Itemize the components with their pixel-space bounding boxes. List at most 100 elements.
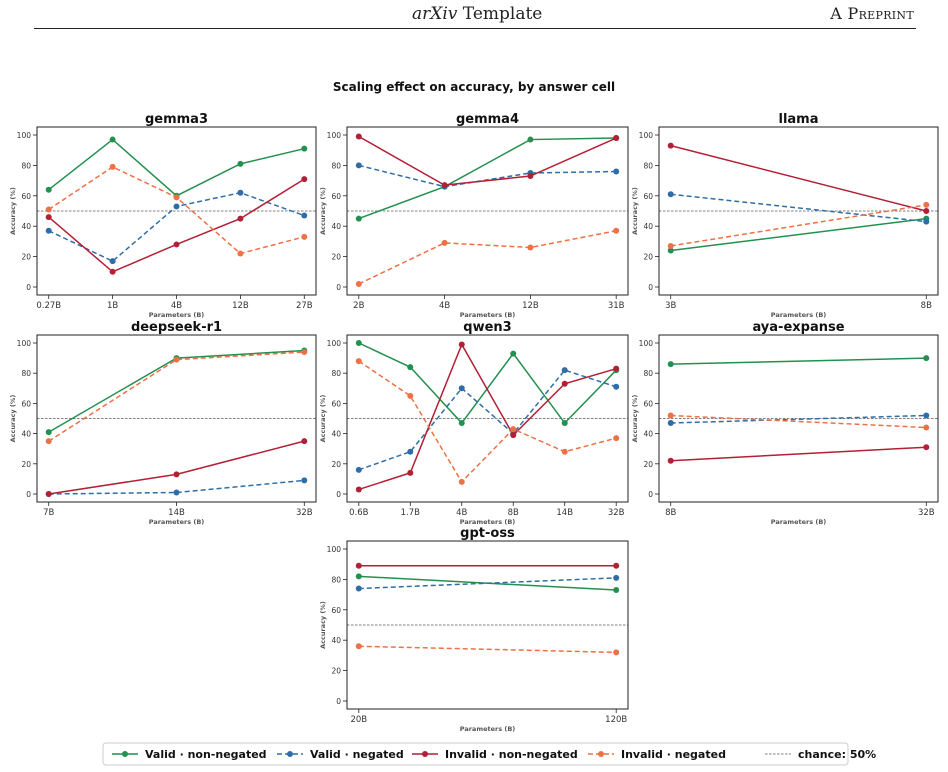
data-point-valid_negated <box>301 212 308 219</box>
data-point-invalid_non_negated <box>355 486 362 493</box>
series-line-valid_negated <box>358 577 617 590</box>
data-point-invalid_negated <box>561 448 568 455</box>
data-point-invalid_non_negated <box>527 173 534 180</box>
y-tick-label: 80 <box>331 161 341 170</box>
x-tick-label: 4B <box>171 301 182 311</box>
y-axis-label: Accuracy (%) <box>319 187 327 235</box>
y-tick-label: 100 <box>327 545 342 554</box>
x-tick-label: 32B <box>918 508 935 518</box>
y-tick-label: 100 <box>17 131 32 140</box>
panel-frame <box>36 334 317 503</box>
data-point-invalid_non_negated <box>173 241 180 248</box>
y-tick-label: 20 <box>643 253 653 262</box>
data-point-invalid_non_negated <box>109 268 116 275</box>
y-tick-label: 60 <box>21 192 31 201</box>
panel-frame <box>346 126 629 296</box>
data-point-invalid_negated <box>45 206 52 213</box>
panel-aya-expanse: aya-expanse 0 20 40 60 80 100 8B 32B Parameters (… <box>631 320 939 526</box>
legend-label-chance: chance: 50% <box>798 748 876 761</box>
y-tick-label: 0 <box>336 283 341 292</box>
y-tick-label: 100 <box>327 131 342 140</box>
panel-frame <box>36 126 317 296</box>
data-point-valid_negated <box>355 466 362 473</box>
x-tick-label: 7B <box>43 508 54 518</box>
x-tick-label: 2B <box>353 301 364 311</box>
data-point-invalid_negated <box>510 426 517 433</box>
panel-title: qwen3 <box>463 320 511 335</box>
data-point-valid_non_negated <box>667 361 674 368</box>
legend-label-invalid_non_negated: Invalid · non-negated <box>445 748 578 761</box>
data-point-invalid_negated <box>923 424 930 431</box>
y-tick-label: 20 <box>331 253 341 262</box>
data-point-invalid_non_negated <box>923 444 930 451</box>
x-tick-label: 120B <box>605 715 627 725</box>
x-axis-label: Parameters (B) <box>460 725 516 733</box>
y-tick-label: 0 <box>336 490 341 499</box>
y-tick-label: 80 <box>331 575 341 584</box>
data-point-invalid_negated <box>355 280 362 287</box>
series-line-invalid_negated <box>358 360 617 484</box>
y-tick-label: 40 <box>331 430 341 439</box>
data-point-invalid_non_negated <box>613 562 620 569</box>
series-line-valid_negated <box>670 414 927 424</box>
y-tick-label: 100 <box>327 339 342 348</box>
data-point-valid_negated <box>173 203 180 210</box>
panel-title: gemma3 <box>145 112 208 127</box>
data-point-invalid_non_negated <box>301 176 308 183</box>
y-tick-label: 40 <box>643 430 653 439</box>
panel-gemma3: gemma3 0 20 40 60 80 100 0.27B 1B 4B 12B 27B Paramet… <box>9 112 317 319</box>
legend-marker-invalid_negated <box>598 751 604 757</box>
legend: Valid · non-negated Valid · negated Invali… <box>102 742 876 766</box>
page-header-left: arXiv Template <box>412 4 542 24</box>
data-point-invalid_non_negated <box>613 365 620 372</box>
data-point-invalid_non_negated <box>667 142 674 149</box>
x-tick-label: 0.27B <box>36 301 61 311</box>
y-axis-label: Accuracy (%) <box>319 601 327 649</box>
x-tick-label: 12B <box>232 301 249 311</box>
data-point-valid_negated <box>109 258 116 265</box>
data-point-valid_negated <box>613 383 620 390</box>
panel-frame <box>658 334 939 503</box>
series-line-valid_non_negated <box>670 357 927 365</box>
data-point-invalid_negated <box>407 392 414 399</box>
data-point-valid_non_negated <box>667 247 674 254</box>
x-tick-label: 14B <box>556 508 573 518</box>
panel-title: llama <box>778 112 818 127</box>
x-tick-label: 32B <box>296 508 313 518</box>
data-point-invalid_negated <box>667 242 674 249</box>
y-tick-label: 0 <box>336 697 341 706</box>
data-point-invalid_negated <box>458 478 465 485</box>
data-point-valid_negated <box>45 227 52 234</box>
x-axis-label: Parameters (B) <box>771 518 827 526</box>
data-point-invalid_negated <box>45 438 52 445</box>
y-axis-label: Accuracy (%) <box>9 395 17 443</box>
y-tick-label: 100 <box>639 131 654 140</box>
data-point-invalid_non_negated <box>441 182 448 189</box>
series-line-valid_non_negated <box>670 217 927 252</box>
data-point-invalid_negated <box>441 239 448 246</box>
data-point-invalid_negated <box>109 163 116 170</box>
data-point-invalid_non_negated <box>173 471 180 478</box>
data-point-invalid_non_negated <box>613 135 620 142</box>
legend-label-valid_negated: Valid · negated <box>310 748 404 761</box>
x-tick-label: 1B <box>107 301 118 311</box>
data-point-invalid_negated <box>613 435 620 442</box>
panel-title: gpt-oss <box>460 526 515 541</box>
x-axis-label: Parameters (B) <box>460 311 516 319</box>
data-point-valid_negated <box>355 585 362 592</box>
y-axis-label: Accuracy (%) <box>319 395 327 443</box>
data-point-invalid_non_negated <box>458 341 465 348</box>
panel-frame <box>346 334 629 503</box>
series-line-invalid_negated <box>48 166 305 255</box>
series-line-valid_negated <box>48 479 305 495</box>
data-point-valid_non_negated <box>301 145 308 152</box>
series-line-valid_negated <box>670 193 927 223</box>
data-point-invalid_negated <box>301 349 308 356</box>
data-point-valid_non_negated <box>923 355 930 362</box>
legend-marker-valid_non_negated <box>122 751 128 757</box>
data-point-valid_negated <box>301 477 308 484</box>
series-line-valid_negated <box>358 164 617 188</box>
data-point-valid_non_negated <box>510 350 517 357</box>
series-line-invalid_non_negated <box>358 135 617 186</box>
data-point-invalid_non_negated <box>237 215 244 222</box>
